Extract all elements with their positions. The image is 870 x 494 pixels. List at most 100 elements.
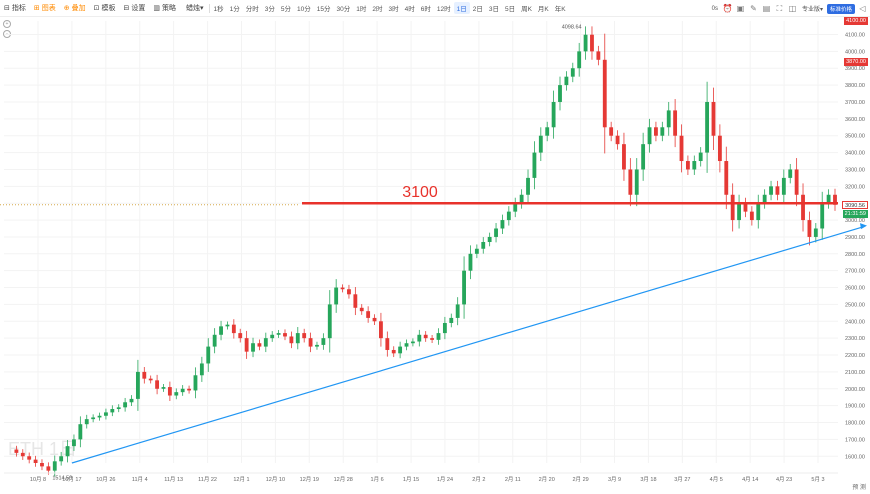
candle-body bbox=[711, 101, 716, 136]
y-tick-label: 2600.00 bbox=[845, 286, 865, 292]
share-icon[interactable]: ◁ bbox=[859, 4, 866, 13]
candle-body bbox=[679, 135, 684, 162]
candle-body bbox=[641, 144, 646, 170]
candle-body bbox=[820, 203, 825, 229]
candle-body bbox=[596, 51, 601, 60]
camera-icon[interactable]: ▣ bbox=[736, 4, 745, 13]
zoom-in-icon[interactable]: + bbox=[3, 20, 11, 28]
candle-body bbox=[813, 228, 818, 237]
price-mode-button[interactable]: 标准价格 bbox=[826, 3, 855, 14]
window-icon[interactable]: ◫ bbox=[788, 4, 797, 13]
candle-body bbox=[449, 317, 454, 323]
trendline[interactable] bbox=[71, 226, 863, 464]
compare-button[interactable]: ⊕ 叠加 bbox=[60, 0, 90, 16]
interval-0[interactable]: 1秒 bbox=[213, 6, 224, 13]
interval-14[interactable]: 1日 bbox=[453, 2, 470, 14]
interval-6[interactable]: 15分 bbox=[316, 6, 331, 13]
interval-13[interactable]: 12时 bbox=[436, 6, 451, 13]
candle-body bbox=[340, 287, 345, 290]
interval-11[interactable]: 4时 bbox=[404, 6, 415, 13]
candle-body bbox=[129, 398, 134, 403]
candle-body bbox=[775, 186, 780, 195]
fullscreen-icon[interactable]: ⛶ bbox=[776, 3, 783, 13]
interval-17[interactable]: 5日 bbox=[504, 6, 516, 13]
candle-body bbox=[97, 415, 102, 418]
trendline-arrow bbox=[860, 223, 867, 230]
x-tick-label: 3月 27 bbox=[674, 476, 690, 483]
candle-body bbox=[558, 85, 562, 102]
y-tick-label: 4000.00 bbox=[845, 49, 865, 55]
x-tick-label: 3月 9 bbox=[608, 476, 621, 483]
candle-body bbox=[59, 456, 64, 462]
alarm-icon[interactable]: ⏰ bbox=[722, 4, 733, 13]
price-chart[interactable]: ETH 1日 4098.64 1514.50 3100 1600.00 1700.00 18… bbox=[0, 17, 870, 494]
version-select[interactable]: 专业版▾ bbox=[801, 7, 823, 13]
candle-body bbox=[743, 203, 748, 212]
interval-10[interactable]: 3时 bbox=[388, 6, 399, 13]
indicators-button[interactable]: ⊟ 指标 bbox=[0, 0, 30, 16]
candle-body bbox=[423, 334, 428, 339]
candle-body bbox=[315, 344, 319, 347]
x-tick-label: 3月 18 bbox=[640, 476, 656, 483]
candle-body bbox=[673, 110, 678, 136]
toolbar-left-group: ⊟ 指标 ⊞ 图表 ⊕ 叠加 ⊡ 模板 ⊟ 设置 ▥ 策略 蜡烛▾ bbox=[0, 0, 208, 16]
candle-body bbox=[666, 110, 671, 128]
candle-body bbox=[123, 402, 128, 408]
interval-12[interactable]: 6时 bbox=[420, 6, 431, 13]
candle-body bbox=[212, 334, 217, 347]
x-tick-label: 12月 28 bbox=[334, 476, 353, 483]
interval-2[interactable]: 分时 bbox=[245, 6, 259, 13]
candle-body bbox=[276, 333, 281, 335]
candle-body bbox=[308, 338, 313, 347]
candle-body bbox=[52, 461, 57, 471]
candle-body bbox=[730, 194, 735, 221]
interval-9[interactable]: 2时 bbox=[372, 6, 383, 13]
strategy-button[interactable]: ▥ 策略 bbox=[149, 0, 180, 16]
y-tick-label: 4100.00 bbox=[845, 32, 865, 38]
candle-body bbox=[142, 371, 147, 379]
interval-15[interactable]: 2日 bbox=[472, 6, 483, 13]
candle-body bbox=[135, 371, 140, 399]
x-tick-label: 2月 20 bbox=[539, 476, 555, 483]
toolbar-right-group: 0s ⏰ ▣ ✎ ▤ ⛶ ◫ 专业版▾ 标准价格 ◁ bbox=[710, 0, 868, 17]
candle-body bbox=[698, 152, 703, 162]
template-button[interactable]: ⊡ 模板 bbox=[90, 0, 120, 16]
settings-button[interactable]: ⊟ 设置 bbox=[120, 0, 150, 16]
candle-body bbox=[737, 203, 741, 221]
layout-button[interactable]: ⊞ 图表 bbox=[30, 0, 60, 16]
candle-body bbox=[474, 248, 479, 254]
candle-body bbox=[219, 326, 223, 335]
candle-body bbox=[410, 341, 415, 344]
chart-type-button[interactable]: 蜡烛▾ bbox=[180, 0, 208, 16]
candle-body bbox=[622, 144, 626, 170]
interval-4[interactable]: 5分 bbox=[280, 6, 292, 13]
interval-16[interactable]: 3日 bbox=[488, 6, 499, 13]
compare-icon: ⊕ bbox=[63, 5, 70, 12]
interval-19[interactable]: 月K bbox=[537, 6, 549, 13]
candle-body bbox=[781, 177, 786, 195]
candle-body bbox=[20, 452, 25, 457]
interval-7[interactable]: 30分 bbox=[336, 6, 351, 13]
candle-body bbox=[33, 459, 38, 463]
interval-8[interactable]: 1时 bbox=[356, 6, 367, 13]
x-tick-label: 2月 11 bbox=[505, 476, 521, 483]
candle-body bbox=[417, 334, 422, 342]
candle-body bbox=[590, 34, 594, 52]
interval-18[interactable]: 周K bbox=[521, 6, 532, 13]
y-tick-label: 2100.00 bbox=[845, 370, 865, 376]
candle-body bbox=[391, 349, 396, 354]
save-icon[interactable]: ▤ bbox=[762, 4, 771, 13]
interval-1[interactable]: 1分 bbox=[229, 6, 240, 13]
drawing-icon[interactable]: ✎ bbox=[750, 4, 757, 13]
x-tick-label: 10月 8 bbox=[30, 476, 46, 483]
x-tick-label: 12月 10 bbox=[266, 476, 285, 483]
interval-3[interactable]: 3分 bbox=[264, 6, 275, 13]
y-tick-label: 2400.00 bbox=[845, 319, 865, 325]
candle-body bbox=[91, 417, 96, 420]
candle-body bbox=[14, 449, 19, 453]
candle-body bbox=[833, 194, 837, 205]
interval-5[interactable]: 10分 bbox=[297, 6, 311, 13]
indicators-label: 指标 bbox=[11, 5, 26, 12]
interval-20[interactable]: 年K bbox=[554, 6, 566, 13]
candle-body bbox=[756, 203, 761, 221]
